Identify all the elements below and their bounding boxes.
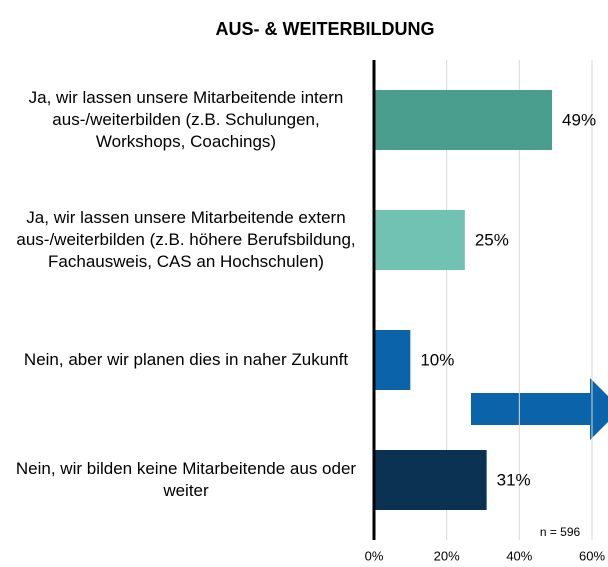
category-text: Nein, wir bilden keine Mitarbeitende aus… [15,459,357,500]
bar [374,450,487,510]
value-label: 49% [562,110,596,129]
chart-title: AUS- & WEITERBILDUNG [216,19,435,39]
bar [374,330,411,390]
arrow [471,378,608,440]
annotation: n = 596 [540,525,581,539]
category-label: Nein, aber wir planen dies in naher Zuku… [0,300,372,420]
x-tick-label: 40% [506,548,532,563]
category-text: Ja, wir lassen unsere Mitarbeitende exte… [16,208,356,271]
category-label: Ja, wir lassen unsere Mitarbeitende inte… [0,60,372,180]
bar [374,90,553,150]
category-text: Ja, wir lassen unsere Mitarbeitende inte… [28,88,344,151]
x-tick-label: 0% [365,548,384,563]
category-text: Nein, aber wir planen dies in naher Zuku… [23,350,349,369]
x-tick-label: 20% [434,548,460,563]
bar [374,210,465,270]
value-label: 10% [420,350,454,369]
category-label: Nein, wir bilden keine Mitarbeitende aus… [0,420,372,540]
x-tick-label: 60% [579,548,605,563]
value-label: 31% [497,470,531,489]
category-label: Ja, wir lassen unsere Mitarbeitende exte… [0,180,372,300]
value-label: 25% [475,230,509,249]
